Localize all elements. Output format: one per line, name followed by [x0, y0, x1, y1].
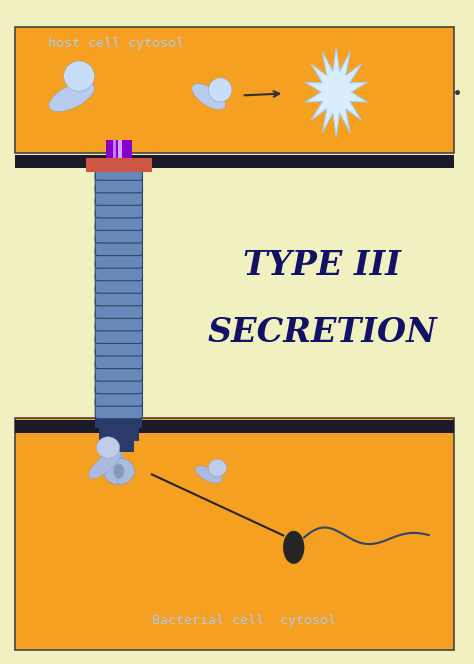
Bar — [86, 158, 152, 173]
Text: Bacterial cell  cytosol: Bacterial cell cytosol — [152, 614, 336, 627]
Bar — [113, 140, 116, 425]
Polygon shape — [192, 84, 225, 110]
Ellipse shape — [283, 531, 304, 564]
Polygon shape — [305, 47, 367, 137]
Bar — [95, 416, 143, 428]
FancyBboxPatch shape — [95, 360, 143, 381]
FancyBboxPatch shape — [95, 385, 143, 406]
FancyBboxPatch shape — [95, 247, 143, 268]
Circle shape — [114, 465, 124, 478]
Polygon shape — [49, 82, 94, 112]
Polygon shape — [209, 78, 232, 102]
Text: TYPE III: TYPE III — [243, 249, 401, 282]
Bar — [15, 27, 455, 153]
Polygon shape — [118, 458, 135, 485]
FancyBboxPatch shape — [95, 335, 143, 356]
FancyBboxPatch shape — [95, 260, 143, 281]
FancyBboxPatch shape — [95, 309, 143, 331]
FancyBboxPatch shape — [95, 272, 143, 293]
Bar — [106, 140, 132, 425]
FancyBboxPatch shape — [95, 171, 143, 193]
Polygon shape — [103, 458, 120, 485]
Text: SECRETION: SECRETION — [207, 315, 437, 349]
FancyBboxPatch shape — [95, 184, 143, 205]
FancyBboxPatch shape — [95, 297, 143, 318]
Bar — [15, 418, 455, 650]
Bar — [99, 428, 139, 442]
FancyBboxPatch shape — [95, 398, 143, 419]
FancyBboxPatch shape — [95, 197, 143, 218]
Polygon shape — [64, 61, 94, 91]
Polygon shape — [114, 452, 124, 488]
FancyBboxPatch shape — [95, 347, 143, 369]
FancyBboxPatch shape — [95, 373, 143, 394]
Polygon shape — [208, 459, 227, 476]
Polygon shape — [195, 466, 222, 483]
Bar — [15, 155, 455, 169]
Bar — [118, 140, 122, 425]
FancyBboxPatch shape — [95, 234, 143, 256]
FancyBboxPatch shape — [95, 222, 143, 243]
Polygon shape — [89, 450, 121, 479]
FancyBboxPatch shape — [95, 285, 143, 306]
Bar — [15, 420, 455, 434]
FancyBboxPatch shape — [95, 159, 143, 180]
Text: host cell cytosol: host cell cytosol — [48, 37, 184, 50]
FancyBboxPatch shape — [95, 322, 143, 343]
Polygon shape — [96, 437, 120, 458]
Bar — [103, 440, 134, 452]
FancyBboxPatch shape — [95, 209, 143, 230]
